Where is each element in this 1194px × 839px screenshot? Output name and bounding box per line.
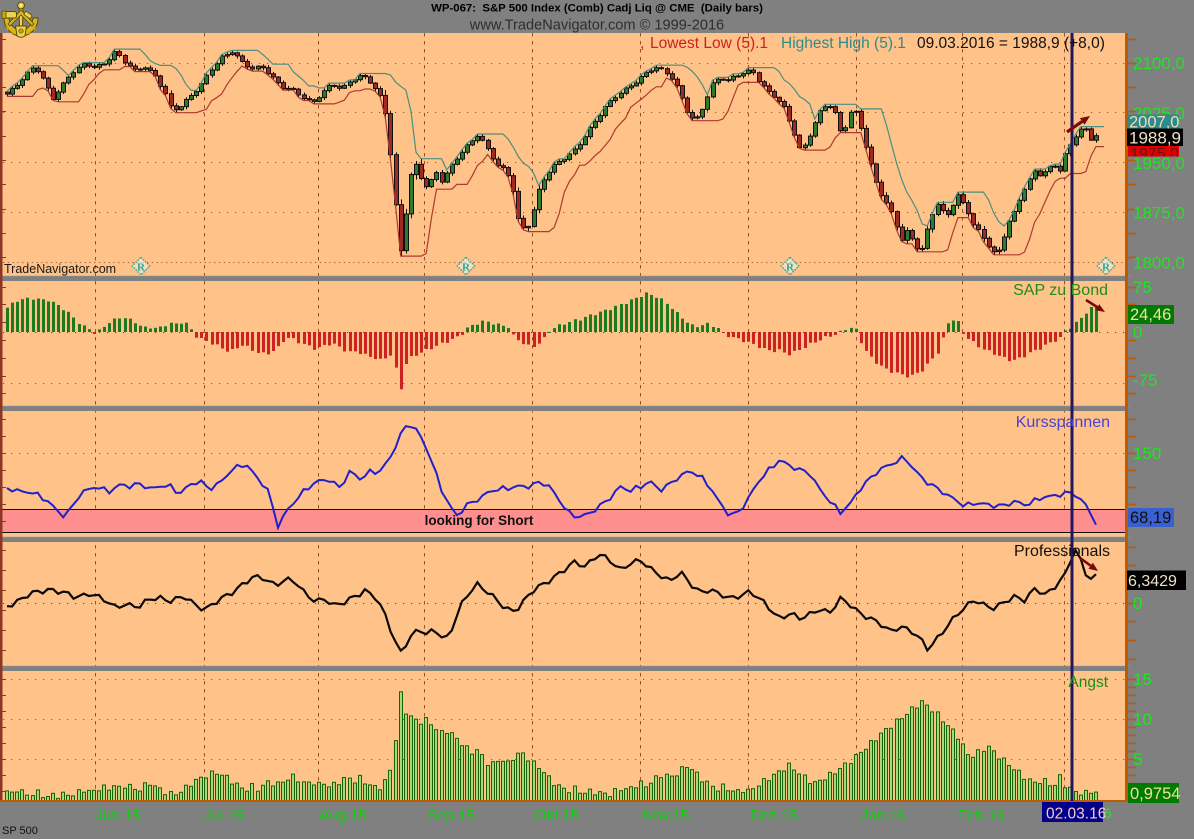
svg-text:6,3429: 6,3429 [1128,573,1177,590]
svg-text:R: R [137,262,146,274]
svg-text:Jun.15: Jun.15 [95,807,140,824]
svg-text:1988,9: 1988,9 [1129,129,1181,148]
svg-text:Jan.16: Jan.16 [860,807,905,824]
svg-text:1875,0: 1875,0 [1133,204,1185,223]
svg-text:Highest High (5).1: Highest High (5).1 [781,35,906,52]
svg-text:Jul.15: Jul.15 [204,807,244,824]
svg-text:150: 150 [1133,444,1161,463]
svg-text:Angst: Angst [1068,674,1108,691]
svg-text:2100,0: 2100,0 [1133,54,1185,73]
svg-text:0: 0 [1133,323,1142,342]
svg-text:TradeNavigator.com: TradeNavigator.com [4,262,116,276]
svg-text:1800,0: 1800,0 [1133,254,1185,273]
svg-text:Feb.16: Feb.16 [958,807,1005,824]
svg-text:Professionals: Professionals [1014,543,1110,560]
svg-text:R: R [786,262,795,274]
svg-text:Dez.15: Dez.15 [750,807,798,824]
svg-text:Aug.15: Aug.15 [319,807,367,824]
svg-text:09.03.2016 = 1988,9 (+8,0): 09.03.2016 = 1988,9 (+8,0) [917,35,1105,52]
svg-text:2007,0: 2007,0 [1129,114,1179,132]
svg-text:R: R [1102,262,1111,274]
svg-text:24,46: 24,46 [1130,306,1171,324]
svg-text:75: 75 [1133,278,1152,297]
svg-text:R: R [462,262,471,274]
svg-text:Okt.15: Okt.15 [535,807,579,824]
svg-text:1950,0: 1950,0 [1133,154,1185,173]
svg-text:Kursspannen: Kursspannen [1016,414,1110,431]
svg-text:68,19: 68,19 [1130,509,1171,527]
svg-text:www.TradeNavigator.com © 1999-: www.TradeNavigator.com © 1999-2016 [469,18,724,34]
svg-text:15: 15 [1133,670,1152,689]
svg-text:0: 0 [1133,594,1142,613]
svg-text:WP-067: S&P 500 Index (Comb): WP-067: S&P 500 Index (Comb) Cadj Liq @ … [431,3,763,15]
svg-text:-75: -75 [1133,371,1158,390]
svg-text:1975,0: 1975,0 [1130,146,1179,163]
svg-text:Sep.15: Sep.15 [427,807,475,824]
svg-text:5: 5 [1133,750,1142,769]
svg-text:Nov.15: Nov.15 [643,807,689,824]
svg-text:Lowest Low (5).1: Lowest Low (5).1 [650,35,768,52]
svg-text:SP 500: SP 500 [2,825,38,837]
svg-text:6: 6 [1104,805,1112,821]
svg-text:02.03.16: 02.03.16 [1046,806,1106,823]
svg-text:10: 10 [1133,710,1152,729]
svg-text:looking for Short: looking for Short [425,513,534,528]
svg-text:SAP zu Bond: SAP zu Bond [1013,282,1108,299]
svg-text:,: , [640,35,644,52]
svg-text:0,9754: 0,9754 [1130,785,1180,803]
